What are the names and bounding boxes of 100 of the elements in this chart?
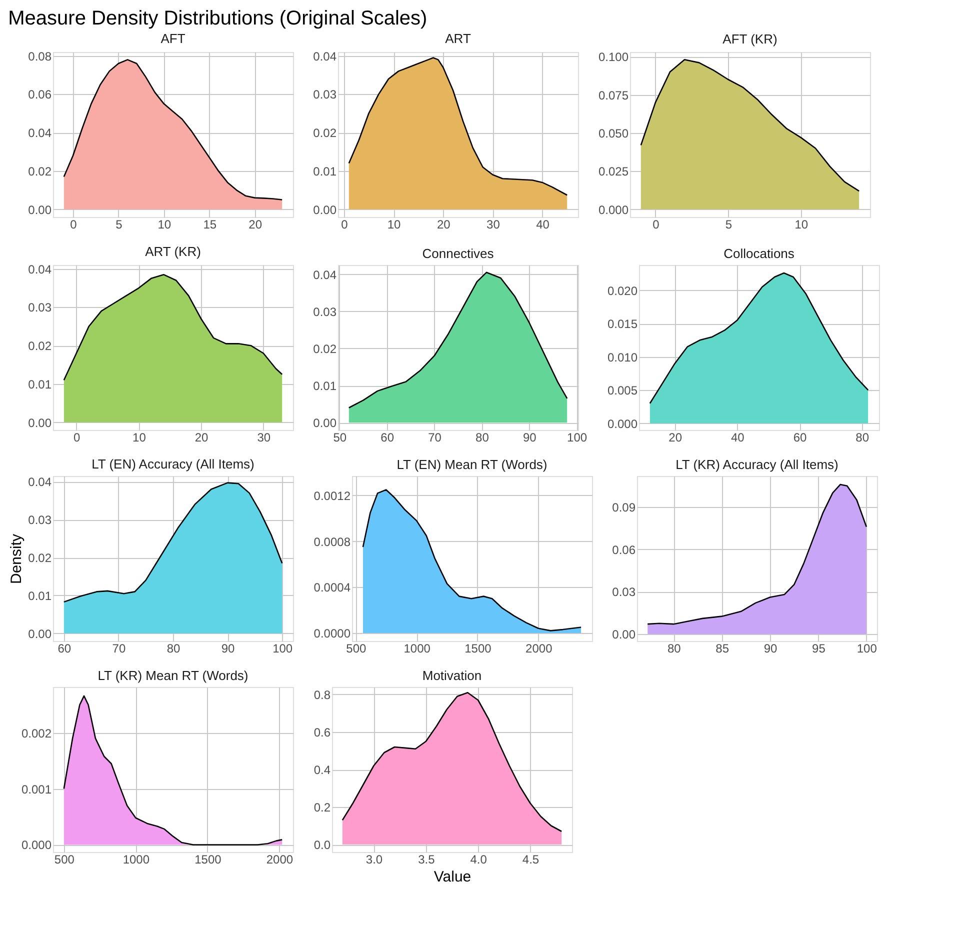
x-tick-label: 10 [158,218,172,232]
x-tick-label: 80 [476,430,490,444]
x-tick-label: 2000 [266,852,294,866]
x-tick-label: 30 [257,430,271,444]
y-tick-label: 0.08 [28,49,52,64]
x-tick-label: 60 [380,430,394,444]
y-tick-label: 0.00 [313,416,337,430]
y-tick-label: 0.4 [314,763,331,777]
y-tick-label: 0.00 [28,626,52,641]
y-tick-label: 0.02 [28,339,52,354]
x-tick-label: 40 [731,430,745,444]
chart-title: LT (EN) Accuracy (All Items) [92,456,254,472]
y-tick-label: 0.03 [313,304,337,319]
y-tick-label: 0.00 [612,627,636,642]
chart-title: Connectives [422,246,494,261]
y-tick-label: 0.0004 [314,580,351,595]
y-tick-label: 0.02 [313,342,337,356]
y-tick-label: 0.100 [598,50,629,64]
chart-title: LT (KR) Accuracy (All Items) [676,457,838,472]
x-tick-label: 90 [764,642,778,656]
y-tick-label: 0.00 [28,202,52,217]
x-tick-label: 50 [333,430,347,444]
x-tick-label: 10 [132,430,146,444]
chart-title: ART [445,30,471,46]
y-tick-label: 0.03 [28,300,52,315]
y-tick-label: 0.04 [28,262,52,276]
x-tick-label: 20 [248,218,262,232]
x-tick-label: 4.0 [470,852,488,866]
x-tick-label: 500 [346,642,366,656]
x-tick-label: 60 [58,642,72,656]
x-tick-label: 5 [725,218,732,232]
y-tick-label: 0.06 [28,88,52,102]
y-tick-label: 0.04 [313,49,337,64]
y-tick-label: 0.001 [21,782,52,796]
x-tick-label: 15 [203,218,217,232]
y-tick-label: 0.8 [314,688,331,702]
x-tick-label: 100 [567,430,588,444]
y-tick-label: 0.01 [28,588,52,603]
x-tick-label: 10 [794,218,808,232]
x-tick-label: 3.0 [366,852,383,866]
x-tick-label: 3.5 [418,852,436,866]
x-tick-label: 30 [486,218,500,232]
y-tick-label: 0.015 [607,317,638,332]
y-tick-label: 0.01 [313,379,337,394]
chart-title: AFT [160,30,186,46]
x-tick-label: 20 [668,430,682,444]
x-tick-label: 1000 [122,852,150,866]
y-tick-label: 0.06 [612,542,636,557]
x-tick-label: 0 [652,218,660,232]
x-tick-label: 70 [428,430,442,444]
y-tick-label: 0.02 [313,126,337,140]
y-tick-label: 0.005 [607,384,638,398]
y-tick-label: 0.050 [598,126,629,140]
y-tick-label: 0.000 [598,202,629,217]
x-tick-label: 90 [522,430,537,444]
y-tick-label: 0.0012 [314,488,351,503]
x-tick-label: 60 [793,430,808,444]
y-tick-label: 0.02 [28,551,52,566]
x-tick-label: 0 [341,218,348,232]
x-tick-label: 95 [812,642,826,656]
x-tick-label: 40 [536,218,550,232]
y-tick-label: 0.000 [607,416,638,431]
chart-title: LT (EN) Mean RT (Words) [396,457,548,472]
chart-title: AFT (KR) [722,32,778,47]
y-tick-label: 0.03 [28,513,52,528]
text: Measure Density Distributions (Original Scales) [8,7,428,30]
y-tick-label: 0.002 [21,726,52,740]
x-tick-label: 0 [74,430,81,444]
y-tick-label: 0.04 [28,126,52,140]
y-tick-label: 0.0000 [314,626,351,640]
chart-title: Collocations [724,246,795,261]
x-tick-label: 100 [856,642,878,656]
y-tick-label: 0.00 [28,416,52,430]
x-tick-label: 70 [112,642,126,656]
y-tick-label: 0.04 [28,475,52,490]
chart-title: ART (KR) [145,244,201,259]
chart-title: Motivation [422,668,482,683]
x-tick-label: 500 [54,852,75,866]
x-tick-label: 4.5 [522,852,540,866]
x-tick-label: 20 [194,430,209,444]
y-tick-label: 0.09 [612,500,636,515]
y-tick-label: 0.6 [314,726,331,740]
x-tick-label: 100 [272,642,293,656]
y-tick-label: 0.01 [28,377,52,392]
y-tick-label: 0.00 [313,202,337,217]
x-tick-label: 5 [116,218,123,232]
chart-title: LT (KR) Mean RT (Words) [98,668,248,683]
y-tick-label: 0.075 [598,88,629,102]
y-tick-label: 0.03 [313,88,337,102]
x-tick-label: 2000 [526,642,553,656]
y-tick-label: 0.0008 [314,534,351,549]
y-tick-label: 0.0 [314,838,331,852]
y-tick-label: 0.02 [28,164,52,178]
x-tick-label: 90 [221,642,236,656]
y-tick-label: 0.000 [21,838,52,852]
y-tick-label: 0.2 [314,800,331,814]
x-tick-label: 1500 [464,642,492,656]
y-tick-label: 0.025 [598,164,629,179]
y-axis-title: Density [8,534,26,584]
x-tick-label: 80 [856,430,870,444]
